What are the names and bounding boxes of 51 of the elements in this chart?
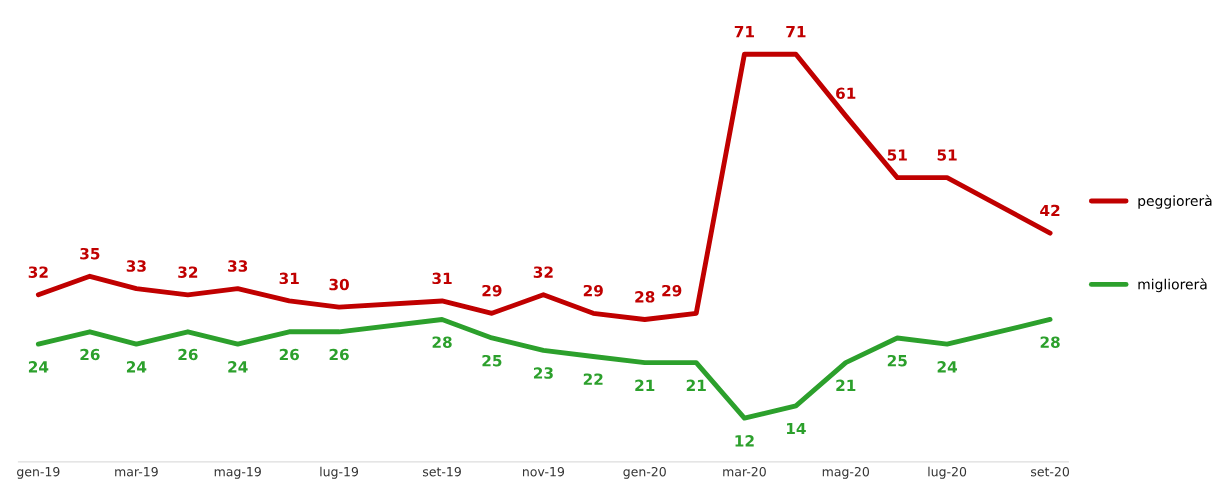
data-label: 28 xyxy=(635,291,655,303)
data-label: 21 xyxy=(836,379,856,391)
data-label: 42 xyxy=(1040,204,1060,217)
data-label: 31 xyxy=(279,272,299,285)
data-label: 24 xyxy=(228,361,248,373)
data-label: 32 xyxy=(533,266,553,278)
x-tick-label: mag-20 xyxy=(822,466,870,479)
x-tick-label: set-19 xyxy=(422,466,461,477)
data-label: 32 xyxy=(178,266,198,278)
data-label: 61 xyxy=(836,87,856,100)
data-label: 26 xyxy=(178,348,198,361)
data-label: 31 xyxy=(432,272,452,285)
data-label: 32 xyxy=(28,266,48,278)
data-label: 14 xyxy=(787,422,806,435)
x-tick-label: lug-20 xyxy=(928,466,967,479)
data-label: 12 xyxy=(735,435,754,447)
legend-label: migliorerà xyxy=(1138,278,1207,293)
x-tick-label: set-20 xyxy=(1031,466,1070,477)
x-tick-label: lug-19 xyxy=(320,466,359,479)
data-label: 29 xyxy=(482,284,502,297)
data-label: 26 xyxy=(80,348,100,361)
legend-label: peggiorerà xyxy=(1138,194,1212,209)
data-label: 24 xyxy=(28,361,49,373)
data-label: 33 xyxy=(126,260,146,272)
data-label: 30 xyxy=(329,278,349,291)
x-tick-label: mag-19 xyxy=(214,466,261,479)
data-label: 24 xyxy=(937,361,958,373)
data-label: 71 xyxy=(734,26,754,38)
x-tick-label: gen-19 xyxy=(17,466,60,479)
data-label: 26 xyxy=(329,348,349,361)
data-label: 25 xyxy=(482,354,502,367)
data-label: 23 xyxy=(533,367,553,379)
data-label: 21 xyxy=(686,379,706,391)
data-label: 51 xyxy=(937,149,957,161)
data-label: 71 xyxy=(786,26,806,38)
x-tick-label: gen-20 xyxy=(623,466,666,479)
data-label: 25 xyxy=(887,354,907,367)
data-label: 24 xyxy=(126,361,147,373)
x-tick-label: mar-19 xyxy=(115,466,158,477)
x-tick-label: mar-20 xyxy=(723,466,766,477)
data-label: 35 xyxy=(80,247,100,260)
data-label: 22 xyxy=(583,373,603,385)
data-label: 51 xyxy=(887,149,907,161)
data-label: 26 xyxy=(279,348,300,361)
data-label: 28 xyxy=(1040,336,1060,348)
data-label: 29 xyxy=(583,284,603,297)
x-tick-label: nov-19 xyxy=(523,466,565,477)
data-label: 33 xyxy=(228,260,248,272)
data-label: 28 xyxy=(432,336,452,348)
data-label: 21 xyxy=(635,379,655,391)
data-label: 29 xyxy=(662,284,682,297)
